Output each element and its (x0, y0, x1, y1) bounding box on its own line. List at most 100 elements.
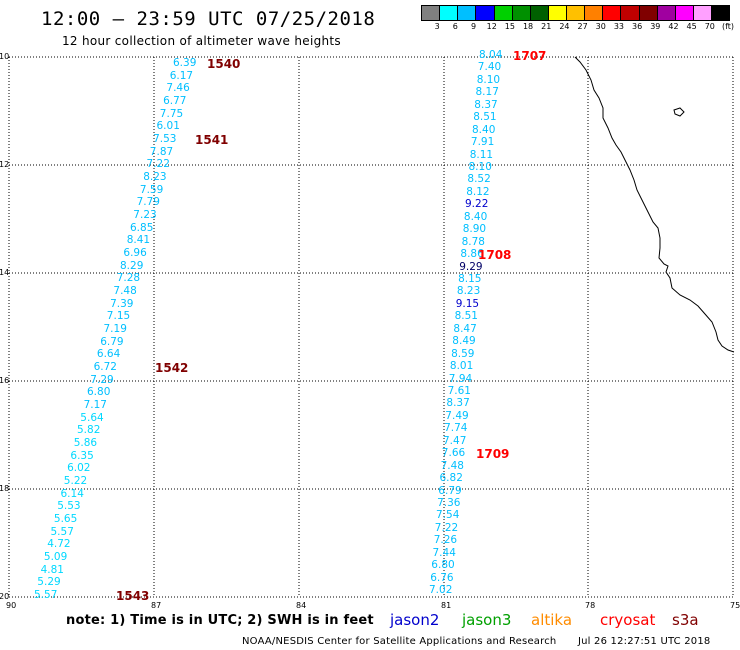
wave-height-value: 8.10 (468, 161, 492, 173)
wave-height-value: 6.02 (67, 462, 91, 475)
legend-label: 42 (668, 22, 679, 31)
wave-height-value: 8.23 (456, 285, 481, 298)
color-legend (421, 5, 731, 21)
wave-height-value: 5.22 (63, 475, 88, 487)
wave-height-value: 8.37 (474, 98, 498, 111)
wave-height-value: 8.01 (449, 360, 474, 372)
lat-tick-label: 12 (0, 160, 10, 169)
wave-height-value: 8.37 (446, 397, 470, 410)
wave-height-value: 5.64 (80, 411, 104, 424)
wave-height-value: 7.94 (448, 372, 473, 385)
wave-height-value: 7.44 (432, 546, 456, 559)
wave-height-value: 7.87 (149, 145, 174, 158)
wave-height-value: 7.91 (470, 136, 495, 149)
wave-height-value: 7.53 (153, 133, 177, 145)
lat-tick-label: 16 (0, 376, 10, 385)
wave-height-value: 9.29 (459, 260, 483, 273)
legend-label: 70 (704, 22, 715, 31)
satellite-s3a: s3a (672, 611, 699, 629)
wave-height-value: 6.79 (438, 484, 462, 497)
wave-height-value: 8.86 (460, 248, 484, 261)
legend-label: 12 (486, 22, 497, 31)
wave-height-value: 6.80 (87, 386, 111, 399)
satellite-jason2: jason2 (390, 611, 440, 629)
wave-height-value: 4.72 (47, 538, 71, 551)
wave-height-value: 7.66 (441, 447, 466, 460)
legend-label: 3 (434, 22, 440, 31)
wave-height-value: 5.57 (34, 589, 58, 601)
wave-height-value: 6.14 (60, 487, 84, 500)
island (673, 107, 685, 117)
wave-height-value: 8.40 (463, 210, 488, 223)
pass-time-label: 1708 (478, 248, 512, 263)
wave-height-value: 7.28 (116, 272, 141, 285)
legend-label: 18 (522, 22, 534, 31)
map-grid (8, 56, 734, 598)
wave-height-value: 5.09 (43, 551, 68, 563)
wave-height-value: 8.11 (469, 148, 494, 161)
legend-label: (ft) (721, 22, 735, 31)
wave-height-value: 7.48 (113, 285, 137, 297)
wave-height-value: 8.10 (476, 73, 501, 86)
wave-height-value: 6.77 (163, 95, 187, 107)
wave-height-value: 5.86 (73, 437, 98, 449)
legend-swatch (603, 5, 622, 21)
wave-height-value: 6.01 (156, 120, 180, 133)
lat-tick-label: 18 (0, 484, 10, 493)
wave-height-value: 8.51 (473, 111, 497, 124)
legend-label: 15 (504, 22, 515, 31)
wave-height-value: 5.53 (57, 500, 81, 513)
legend-swatch (621, 5, 640, 21)
legend-swatch (421, 5, 441, 21)
lat-tick-label: 14 (0, 268, 10, 277)
wave-height-value: 8.52 (467, 173, 491, 186)
legend-swatch (693, 5, 712, 21)
wave-height-value: 5.57 (50, 525, 74, 538)
legend-swatch (512, 5, 531, 21)
legend-swatch (440, 5, 459, 21)
pass-time-label: 1542 (155, 361, 189, 375)
wave-height-value: 7.74 (444, 422, 468, 435)
legend-label: 45 (686, 22, 697, 31)
legend-swatch (585, 5, 604, 21)
lon-tick-label: 84 (296, 601, 307, 610)
wave-height-value: 7.59 (139, 183, 164, 196)
legend-swatch (530, 5, 549, 21)
wave-height-value: 8.49 (452, 335, 476, 348)
wave-height-value: 6.35 (70, 449, 94, 462)
wave-height-value: 7.39 (110, 297, 134, 310)
pass-time-label: 1707 (513, 49, 547, 63)
wave-height-value: 6.79 (100, 335, 124, 348)
legend-swatch (639, 5, 658, 21)
lat-tick-label: 20 (0, 592, 10, 601)
satellite-altika: altika (531, 611, 573, 629)
wave-height-value: 7.49 (445, 409, 469, 422)
legend-swatch (567, 5, 586, 21)
wave-height-value: 7.29 (90, 373, 114, 386)
wave-height-value: 6.72 (93, 361, 117, 373)
legend-label: 30 (595, 22, 606, 31)
legend-label: 27 (577, 22, 588, 31)
wave-height-value: 7.02 (429, 584, 453, 596)
wave-height-value: 6.64 (96, 348, 121, 361)
wave-height-value: 4.81 (40, 563, 64, 576)
coastline (574, 56, 735, 353)
wave-height-value: 7.17 (83, 399, 107, 411)
legend-swatch (458, 5, 477, 21)
pass-time-label: 1541 (195, 133, 229, 147)
legend-label: 24 (559, 22, 570, 31)
legend-label: 9 (470, 22, 477, 31)
wave-height-value: 6.96 (123, 247, 147, 259)
wave-height-value: 8.59 (451, 347, 475, 360)
legend-label: 33 (613, 22, 625, 31)
wave-height-value: 8.23 (143, 171, 167, 183)
wave-height-value: 8.90 (462, 223, 487, 236)
wave-height-value: 6.76 (430, 571, 454, 584)
pass-time-label: 1543 (116, 589, 150, 603)
lon-tick-label: 87 (151, 601, 162, 610)
satellite-cryosat: cryosat (600, 611, 656, 629)
wave-height-value: 7.40 (477, 61, 502, 74)
wave-height-value: 6.17 (169, 69, 194, 82)
pass-time-label: 1540 (207, 57, 241, 71)
